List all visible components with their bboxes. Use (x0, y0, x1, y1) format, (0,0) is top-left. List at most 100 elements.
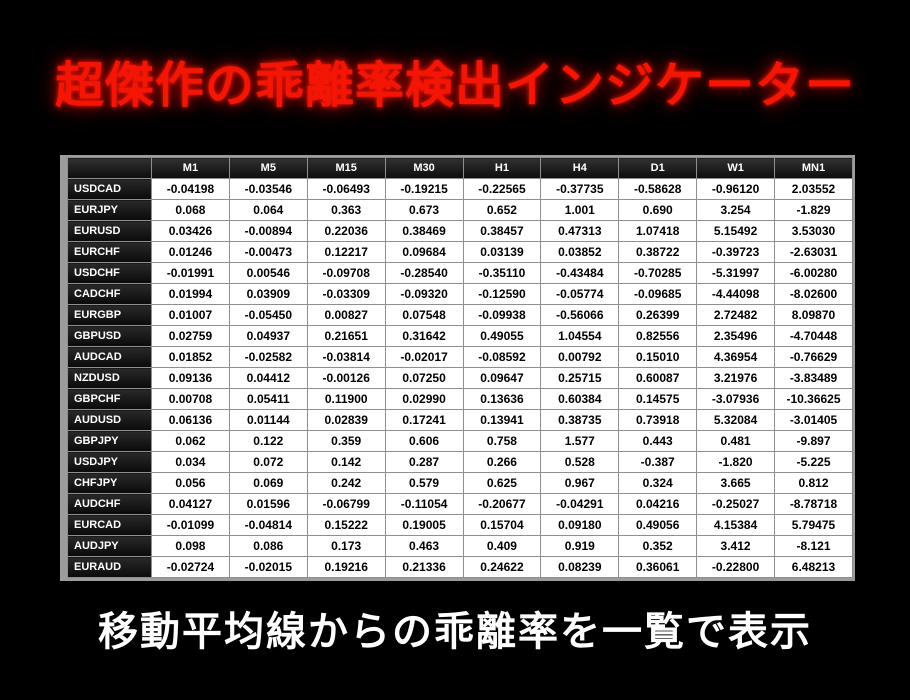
cell-gbpchf-m15: 0.11900 (306, 388, 386, 410)
cell-cadchf-m15: -0.03309 (306, 283, 386, 305)
table-row-eurgbp: EURGBP 0.01007 -0.05450 0.00827 0.07548 -0.09… (67, 304, 853, 326)
cell-audcad-w1: 4.36954 (696, 346, 775, 368)
cell-usdcad-mn1: 2.03552 (774, 178, 853, 200)
cell-eurcad-mn1: 5.79475 (774, 514, 853, 536)
column-header-m15: M15 (306, 157, 386, 179)
cell-usdchf-m15: -0.09708 (306, 262, 386, 284)
cell-nzdusd-m1: 0.09136 (151, 367, 230, 389)
cell-gbpchf-h1: 0.13636 (462, 388, 542, 410)
cell-usdcad-h4: -0.37735 (540, 178, 620, 200)
cell-gbpusd-m30: 0.31642 (384, 325, 464, 347)
table-row-gbpjpy: GBPJPY 0.062 0.122 0.359 0.606 0.758 1.577 0.44… (67, 430, 853, 452)
cell-nzdusd-m15: -0.00126 (306, 367, 386, 389)
cell-usdjpy-m1: 0.034 (151, 451, 230, 473)
table-row-nzdusd: NZDUSD 0.09136 0.04412 -0.00126 0.07250 0.096… (67, 367, 853, 389)
pair-label-gbpusd: GBPUSD (67, 325, 152, 347)
column-header-d1: D1 (618, 157, 698, 179)
cell-gbpchf-h4: 0.60384 (540, 388, 620, 410)
pair-label-gbpjpy: GBPJPY (67, 430, 152, 452)
cell-usdjpy-h4: 0.528 (540, 451, 620, 473)
cell-eurjpy-m5: 0.064 (228, 199, 308, 221)
cell-audjpy-m30: 0.463 (384, 535, 464, 557)
cell-nzdusd-h4: 0.25715 (540, 367, 620, 389)
deviation-rate-panel: M1 M5 M15 M30 H1 H4 D1 W1 MN1 USDCAD -0.04198 -0.0… (60, 155, 855, 581)
cell-audchf-m30: -0.11054 (384, 493, 464, 515)
cell-nzdusd-h1: 0.09647 (462, 367, 542, 389)
cell-gbpchf-d1: 0.14575 (618, 388, 698, 410)
cell-audusd-h1: 0.13941 (462, 409, 542, 431)
column-header-mn1: MN1 (774, 157, 853, 179)
table-row-chfjpy: CHFJPY 0.056 0.069 0.242 0.579 0.625 0.967 0.32… (67, 472, 853, 494)
pair-label-euraud: EURAUD (67, 556, 152, 578)
cell-audchf-h4: -0.04291 (540, 493, 620, 515)
column-header-h4: H4 (540, 157, 620, 179)
timeframe-header-row: M1 M5 M15 M30 H1 H4 D1 W1 MN1 (67, 157, 853, 179)
cell-audcad-mn1: -0.76629 (774, 346, 853, 368)
cell-eurusd-m1: 0.03426 (151, 220, 230, 242)
table-row-audcad: AUDCAD 0.01852 -0.02582 -0.03814 -0.02017 -0.… (67, 346, 853, 368)
cell-usdcad-m15: -0.06493 (306, 178, 386, 200)
column-header-m1: M1 (151, 157, 230, 179)
cell-eurgbp-m15: 0.00827 (306, 304, 386, 326)
pair-label-audusd: AUDUSD (67, 409, 152, 431)
cell-audcad-m1: 0.01852 (151, 346, 230, 368)
cell-chfjpy-h1: 0.625 (462, 472, 542, 494)
cell-gbpjpy-mn1: -9.897 (774, 430, 853, 452)
cell-eurchf-d1: 0.38722 (618, 241, 698, 263)
cell-eurjpy-h1: 0.652 (462, 199, 542, 221)
cell-cadchf-w1: -4.44098 (696, 283, 775, 305)
cell-cadchf-m5: 0.03909 (228, 283, 308, 305)
cell-usdcad-m5: -0.03546 (228, 178, 308, 200)
cell-audusd-d1: 0.73918 (618, 409, 698, 431)
cell-usdcad-m30: -0.19215 (384, 178, 464, 200)
cell-usdcad-w1: -0.96120 (696, 178, 775, 200)
cell-usdjpy-h1: 0.266 (462, 451, 542, 473)
pair-label-eurusd: EURUSD (67, 220, 152, 242)
cell-nzdusd-w1: 3.21976 (696, 367, 775, 389)
cell-audjpy-m5: 0.086 (228, 535, 308, 557)
cell-eurchf-m30: 0.09684 (384, 241, 464, 263)
cell-chfjpy-m30: 0.579 (384, 472, 464, 494)
cell-gbpusd-w1: 2.35496 (696, 325, 775, 347)
cell-gbpjpy-h4: 1.577 (540, 430, 620, 452)
cell-gbpjpy-w1: 0.481 (696, 430, 775, 452)
cell-euraud-m15: 0.19216 (306, 556, 386, 578)
cell-gbpjpy-m15: 0.359 (306, 430, 386, 452)
table-row-gbpchf: GBPCHF 0.00708 0.05411 0.11900 0.02990 0.1363… (67, 388, 853, 410)
cell-gbpusd-mn1: -4.70448 (774, 325, 853, 347)
cell-eurcad-m15: 0.15222 (306, 514, 386, 536)
table-row-usdcad: USDCAD -0.04198 -0.03546 -0.06493 -0.19215 -0… (67, 178, 853, 200)
cell-audusd-m30: 0.17241 (384, 409, 464, 431)
cell-audjpy-d1: 0.352 (618, 535, 698, 557)
cell-audusd-m5: 0.01144 (228, 409, 308, 431)
pair-label-audjpy: AUDJPY (67, 535, 152, 557)
table-row-cadchf: CADCHF 0.01994 0.03909 -0.03309 -0.09320 -0.1… (67, 283, 853, 305)
cell-eurchf-h4: 0.03852 (540, 241, 620, 263)
table-row-euraud: EURAUD -0.02724 -0.02015 0.19216 0.21336 0.24… (67, 556, 853, 578)
cell-eurjpy-mn1: -1.829 (774, 199, 853, 221)
cell-eurusd-m30: 0.38469 (384, 220, 464, 242)
cell-gbpchf-m1: 0.00708 (151, 388, 230, 410)
cell-eurgbp-d1: 0.26399 (618, 304, 698, 326)
cell-eurjpy-h4: 1.001 (540, 199, 620, 221)
cell-chfjpy-w1: 3.665 (696, 472, 775, 494)
cell-audcad-d1: 0.15010 (618, 346, 698, 368)
cell-usdcad-m1: -0.04198 (151, 178, 230, 200)
cell-euraud-m30: 0.21336 (384, 556, 464, 578)
cell-audchf-d1: 0.04216 (618, 493, 698, 515)
cell-eurcad-m1: -0.01099 (151, 514, 230, 536)
cell-audjpy-h4: 0.919 (540, 535, 620, 557)
table-body: USDCAD -0.04198 -0.03546 -0.06493 -0.19215 -0… (67, 178, 853, 578)
cell-euraud-h4: 0.08239 (540, 556, 620, 578)
cell-audusd-m1: 0.06136 (151, 409, 230, 431)
table-row-audjpy: AUDJPY 0.098 0.086 0.173 0.463 0.409 0.919 0.35… (67, 535, 853, 557)
cell-gbpusd-m1: 0.02759 (151, 325, 230, 347)
cell-audjpy-h1: 0.409 (462, 535, 542, 557)
cell-audchf-h1: -0.20677 (462, 493, 542, 515)
cell-eurcad-h1: 0.15704 (462, 514, 542, 536)
cell-audchf-m15: -0.06799 (306, 493, 386, 515)
cell-euraud-m5: -0.02015 (228, 556, 308, 578)
cell-eurcad-m5: -0.04814 (228, 514, 308, 536)
cell-nzdusd-d1: 0.60087 (618, 367, 698, 389)
